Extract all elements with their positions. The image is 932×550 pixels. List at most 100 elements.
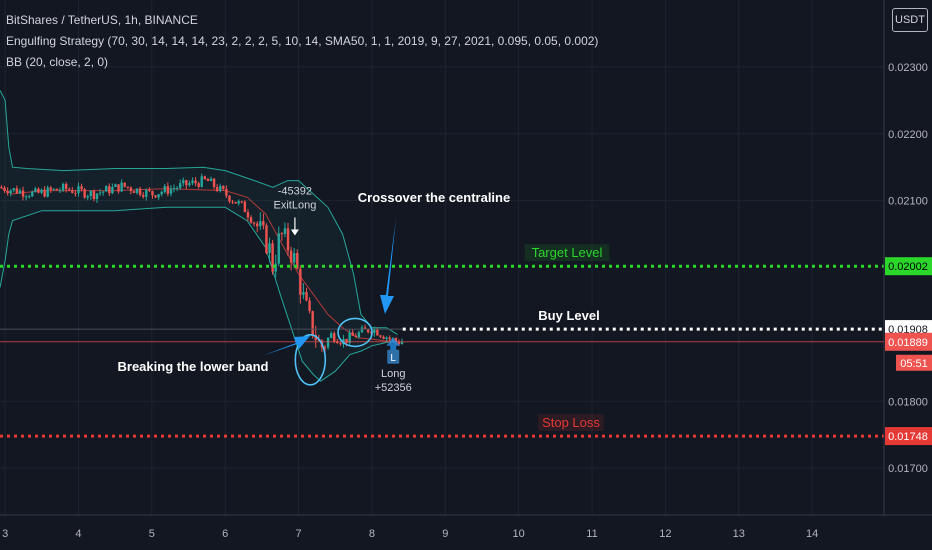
- candle-body: [163, 186, 166, 192]
- candle-body: [382, 336, 385, 339]
- strategy-legend[interactable]: Engulfing Strategy (70, 30, 14, 14, 14, …: [6, 34, 599, 48]
- target-price-tag-bg: [885, 257, 932, 276]
- candle-body: [302, 292, 305, 295]
- price-levels: Target Level Buy Level Stop Loss: [0, 244, 884, 438]
- candle-body: [400, 342, 404, 345]
- target-price-tag: 0.02002: [888, 261, 928, 273]
- candle-body: [197, 183, 200, 187]
- time-tick-label: 14: [806, 528, 818, 540]
- crossover-arrow-icon: [380, 218, 396, 314]
- bb-legend[interactable]: BB (20, close, 2, 0): [6, 55, 109, 69]
- countdown-bg: [896, 354, 932, 371]
- candle-body: [271, 243, 274, 272]
- candle-body: [252, 222, 256, 224]
- candle-body: [123, 182, 126, 187]
- candle-body: [151, 190, 154, 196]
- candle-body: [215, 187, 219, 191]
- time-axis-bg: [0, 515, 932, 550]
- candle-body: [379, 335, 382, 337]
- trade-markers: -45392 ExitLong L Long +52356: [274, 185, 412, 393]
- price-axis[interactable]: 0.02300 0.02200 0.02100 0.01800 0.01700 0.020…: [883, 0, 932, 515]
- candle-body: [243, 201, 247, 213]
- time-tick-label: 9: [442, 528, 448, 540]
- candle-body: [21, 190, 25, 197]
- symbol-title[interactable]: BitShares / TetherUS, 1h, BINANCE: [6, 13, 198, 27]
- target-label-bg: [524, 244, 610, 262]
- candle-body: [286, 228, 290, 251]
- candle-body: [289, 250, 293, 263]
- candle-body: [194, 180, 197, 184]
- candle-body: [169, 188, 173, 194]
- time-tick-label: 6: [222, 528, 228, 540]
- candle-body: [345, 338, 348, 343]
- candle-body: [292, 253, 296, 263]
- candle-body: [114, 184, 117, 187]
- candle-body: [237, 201, 240, 204]
- candle-body: [61, 183, 65, 191]
- candle-body: [336, 341, 339, 344]
- candle-body: [12, 188, 15, 191]
- candle-body: [120, 182, 123, 192]
- candle-body: [92, 190, 96, 200]
- candle-body: [360, 327, 364, 333]
- lower-band-arrow-icon: [262, 336, 310, 356]
- exit-value: -45392: [278, 185, 312, 197]
- candle-body: [172, 188, 176, 190]
- candle-body: [46, 187, 49, 197]
- candle-body: [49, 187, 52, 190]
- candle-body: [296, 253, 299, 269]
- candle-body: [354, 335, 358, 338]
- candle-body: [397, 341, 401, 345]
- candle-body: [212, 178, 216, 188]
- annotations: Crossover the centraline Breaking the low…: [118, 190, 510, 386]
- candle-body: [135, 188, 139, 193]
- candle-body: [203, 176, 207, 180]
- candle-body: [27, 196, 31, 198]
- candle-body: [206, 179, 210, 182]
- exit-arrow-icon: [290, 217, 299, 236]
- candle-body: [18, 190, 22, 194]
- long-badge: [387, 349, 400, 364]
- time-tick-label: 12: [659, 528, 671, 540]
- time-tick-label: 13: [733, 528, 745, 540]
- candle-body: [363, 327, 367, 329]
- currency-button[interactable]: USDT: [892, 8, 928, 32]
- buy-label: Buy Level: [538, 308, 599, 323]
- long-arrow-icon: [386, 337, 401, 360]
- candle-body: [323, 347, 327, 349]
- candle-body: [182, 180, 185, 184]
- candle-body: [160, 191, 163, 195]
- candle-body: [256, 223, 259, 227]
- candle-body: [219, 185, 222, 191]
- candle-body: [366, 328, 370, 333]
- candle-body: [105, 186, 108, 192]
- candle-body: [24, 196, 28, 198]
- buy-label-bg: [536, 307, 602, 325]
- candle-body: [268, 243, 271, 254]
- candle-body: [138, 188, 142, 195]
- candle-body: [373, 328, 376, 333]
- grid-lines: [0, 0, 884, 515]
- candle-body: [209, 178, 213, 182]
- candle-body: [68, 189, 71, 191]
- candle-body: [83, 189, 86, 198]
- time-axis[interactable]: 3 4 5 6 7 8 9 10 11 12 13 14: [0, 514, 932, 550]
- candle-body: [329, 333, 333, 338]
- time-tick-label: 10: [513, 528, 525, 540]
- time-tick-label: 8: [369, 528, 375, 540]
- candle-body: [43, 189, 46, 197]
- candle-body: [157, 194, 160, 198]
- candle-body: [80, 186, 83, 190]
- candle-body: [314, 335, 317, 340]
- candle-body: [108, 186, 111, 194]
- candle-body: [357, 332, 361, 338]
- candle-body: [31, 191, 34, 197]
- candle-body: [71, 190, 74, 193]
- candle-body: [58, 190, 62, 192]
- candle-body: [178, 183, 182, 188]
- candles: [0, 173, 404, 353]
- candle-body: [77, 186, 80, 194]
- candle-body: [117, 184, 120, 192]
- stop-price-tag: 0.01748: [888, 431, 928, 443]
